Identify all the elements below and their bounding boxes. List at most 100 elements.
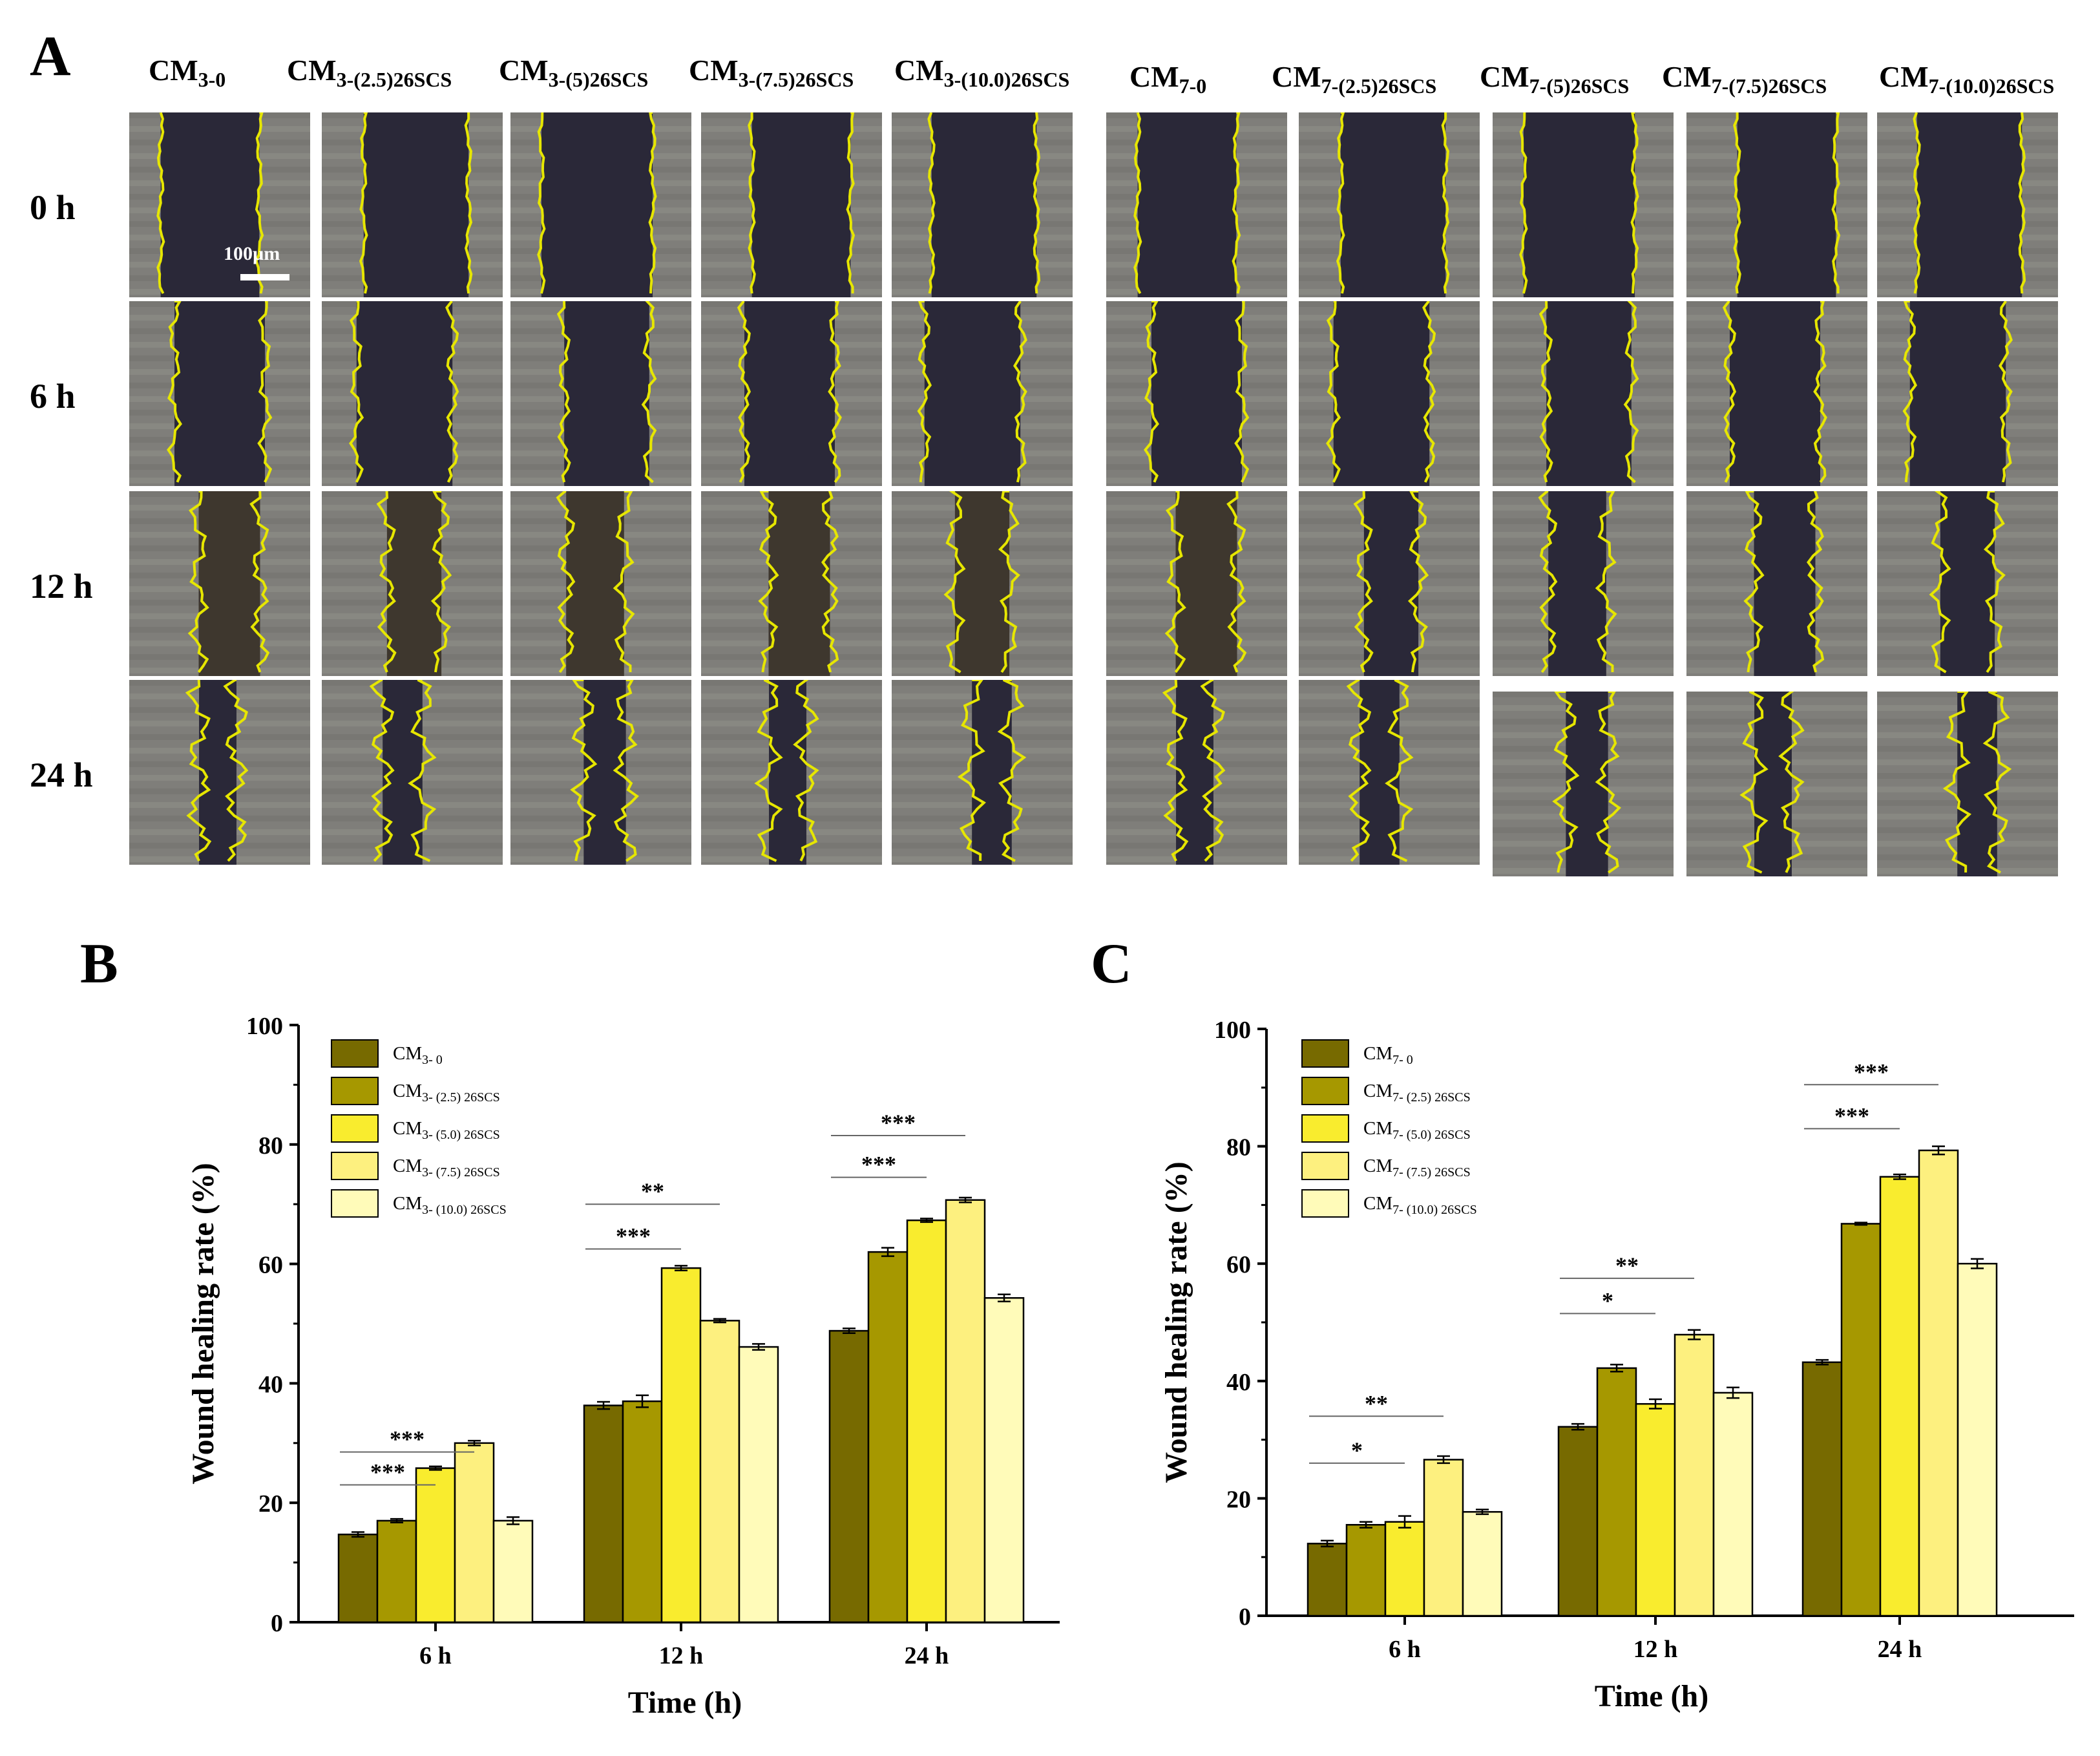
- micrograph-image: [701, 491, 882, 676]
- wound-edge-right: [1630, 112, 1639, 294]
- y-tick-label: 20: [1226, 1486, 1251, 1513]
- micrograph-tile: [510, 112, 691, 297]
- label-subscript: 3-(10.0)26SCS: [943, 68, 1070, 91]
- legend-swatch: [331, 1077, 379, 1105]
- label-subscript: 3- 0: [422, 1053, 443, 1067]
- wound-edge-left: [1133, 112, 1142, 294]
- wound-edge-left: [1336, 112, 1345, 294]
- label-base: CM: [1662, 60, 1712, 93]
- label-base: CM: [1363, 1043, 1393, 1064]
- wound-edge-right: [1422, 301, 1436, 483]
- micrograph-tile: [129, 680, 310, 865]
- bar: [1462, 1511, 1503, 1617]
- wound-edge-left: [1519, 112, 1528, 294]
- wound-gap: [356, 301, 453, 486]
- wound-edge-left: [1743, 491, 1765, 673]
- wound-edge-right: [2018, 112, 2026, 294]
- legend-swatch: [1301, 1152, 1349, 1180]
- label-subscript: 7-(10.0)26SCS: [1928, 74, 2055, 98]
- micrograph-image: [1299, 680, 1480, 865]
- micrograph-tile: [1493, 112, 1674, 297]
- wound-edge-left: [1913, 112, 1921, 294]
- bar: [1635, 1402, 1676, 1617]
- wound-gap: [1737, 112, 1836, 297]
- bar: [454, 1442, 495, 1624]
- micrograph-tile: [510, 680, 691, 865]
- micrograph-tile: [1877, 301, 2058, 486]
- wound-edge-right: [998, 491, 1020, 673]
- wound-gap: [1548, 491, 1606, 676]
- wound-gap: [768, 491, 830, 676]
- bar: [1801, 1361, 1843, 1617]
- legend-swatch: [1301, 1039, 1349, 1068]
- wound-edge-right: [1226, 491, 1247, 673]
- wound-edge-right: [408, 680, 437, 862]
- micrograph-image: [892, 112, 1073, 297]
- micrograph-image: [701, 680, 882, 865]
- legend-swatch: [331, 1189, 379, 1218]
- wound-gap: [751, 112, 851, 297]
- bar: [1557, 1426, 1599, 1617]
- wound-edge-left: [167, 301, 182, 483]
- label-base: CM: [1480, 60, 1529, 93]
- bar: [1674, 1333, 1715, 1617]
- significance-label: ***: [370, 1459, 405, 1485]
- row-label-time: 24 h: [30, 756, 93, 794]
- x-tick-label: 12 h: [659, 1642, 704, 1669]
- wound-edge-left: [754, 680, 783, 862]
- bar: [983, 1297, 1025, 1624]
- micrograph-image: [1106, 491, 1287, 676]
- x-tick-label: 6 h: [1389, 1636, 1421, 1663]
- legend-label: CM7- (2.5) 26SCS: [1363, 1081, 1471, 1105]
- label-base: CM: [393, 1081, 423, 1101]
- wound-edge-right: [223, 680, 249, 862]
- label-subscript: 3- (7.5) 26SCS: [422, 1165, 500, 1179]
- bar: [828, 1329, 870, 1624]
- wound-edge-left: [737, 301, 751, 483]
- wound-edge-right: [828, 301, 842, 483]
- wound-gap: [566, 491, 624, 676]
- wound-edge-left: [1162, 680, 1189, 862]
- significance-label: *: [1351, 1437, 1363, 1463]
- wound-edge-left: [1942, 692, 1972, 873]
- wound-healing-chart-cm3: 0 20 40 60 80 100 Wound healing rate (%) Time (…: [0, 995, 1066, 1753]
- micrograph-image: [1299, 301, 1480, 486]
- y-tick-label: 100: [246, 1013, 283, 1040]
- micrograph-tile: [129, 301, 310, 486]
- micrograph-tile: [129, 491, 310, 676]
- wound-gap: [1363, 491, 1419, 676]
- legend-swatch: [1301, 1189, 1349, 1218]
- micrograph-image: [510, 680, 691, 865]
- wound-gap: [1940, 491, 1995, 676]
- bar: [583, 1404, 624, 1624]
- significance-label: **: [1615, 1253, 1639, 1278]
- bar: [492, 1519, 534, 1624]
- wound-edge-left: [1346, 680, 1372, 862]
- wound-gap: [1137, 112, 1237, 297]
- column-label-cm3: CM3-0: [149, 56, 226, 90]
- wound-edge-left: [1538, 491, 1558, 673]
- micrograph-tile: [1493, 692, 1674, 876]
- label-base: CM: [1272, 60, 1321, 93]
- y-tick-label: 40: [258, 1371, 283, 1398]
- micrograph-image: [1877, 692, 2058, 876]
- legend-label: CM3- 0: [393, 1043, 443, 1068]
- wound-gap: [1175, 491, 1237, 676]
- wound-edge-left: [1144, 301, 1159, 483]
- micrograph-tile: [1686, 112, 1867, 297]
- legend-label: CM3- (5.0) 26SCS: [393, 1118, 500, 1143]
- label-subscript: 3- (5.0) 26SCS: [422, 1128, 500, 1142]
- legend-swatch: [1301, 1114, 1349, 1143]
- wound-edge-left: [369, 680, 395, 862]
- wound-edge-left: [187, 491, 209, 673]
- label-subscript: 3-(5)26SCS: [548, 68, 649, 91]
- wound-edge-left: [156, 112, 165, 294]
- wound-gap: [1730, 301, 1820, 486]
- wound-gap: [386, 491, 442, 676]
- wound-gap: [954, 491, 1010, 676]
- label-base: CM: [1363, 1118, 1393, 1139]
- legend-label: CM7- 0: [1363, 1043, 1413, 1068]
- legend-swatch: [331, 1152, 379, 1180]
- wound-edge-left: [943, 491, 966, 673]
- micrograph-image: [1686, 692, 1867, 876]
